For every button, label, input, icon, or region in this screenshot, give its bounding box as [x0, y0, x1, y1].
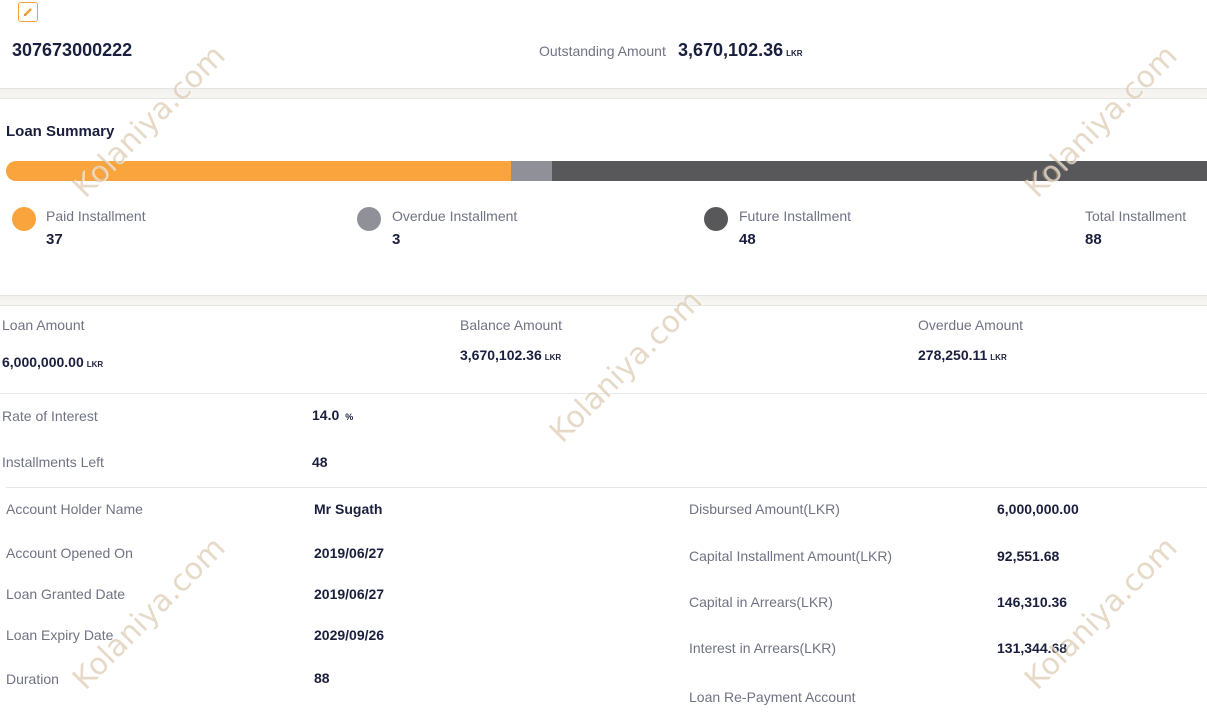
rate-of-interest: 14.0%	[312, 407, 353, 425]
interest-in-arrears-value: 131,344.68	[997, 640, 1068, 656]
section-divider	[0, 295, 1207, 306]
edit-button[interactable]	[18, 2, 38, 22]
installments-left-label: Installments Left	[2, 454, 104, 470]
balance-amount: 3,670,102.36 LKR	[460, 347, 561, 365]
paid-dot	[12, 207, 36, 231]
currency-label: LKR	[990, 353, 1007, 362]
loan-amount-label: Loan Amount	[2, 317, 85, 333]
outstanding-value: 3,670,102.36	[678, 40, 784, 60]
account-holder-name-label: Account Holder Name	[6, 501, 143, 517]
legend-value-overdue: 3	[392, 231, 401, 248]
overdue-dot	[357, 207, 381, 231]
installments-left-value: 48	[312, 454, 328, 470]
account-number: 307673000222	[12, 40, 133, 60]
capital-installment-amount-value: 92,551.68	[997, 548, 1060, 564]
overdue-amount-label: Overdue Amount	[918, 317, 1024, 333]
loan-repayment-account-label: Loan Re-Payment Account	[689, 689, 856, 705]
disbursed-amount-label: Disbursed Amount(LKR)	[689, 501, 840, 517]
legend-label-paid: Paid Installment	[46, 208, 146, 224]
duration-value: 88	[314, 670, 330, 686]
section-divider	[0, 88, 1207, 99]
legend-value-future: 48	[739, 231, 756, 248]
interest-in-arrears-label: Interest in Arrears(LKR)	[689, 640, 837, 656]
currency-label: LKR	[544, 353, 562, 362]
paid-segment	[6, 161, 511, 181]
outstanding-label: Outstanding Amount	[539, 43, 666, 59]
legend-label-total: Total Installment	[1085, 208, 1187, 224]
legend-value-paid: 37	[46, 231, 63, 248]
loan-granted-date-label: Loan Granted Date	[6, 586, 126, 602]
account-opened-on-value: 2019/06/27	[314, 545, 385, 561]
capital-installment-amount-label: Capital Installment Amount(LKR)	[689, 548, 893, 564]
watermark: Kolaniya.com	[543, 283, 710, 450]
balance-amount-value: 3,670,102.36	[460, 347, 542, 363]
loan-granted-date-value: 2019/06/27	[314, 586, 385, 602]
rate-of-interest-value: 14.0	[312, 407, 340, 423]
legend-label-future: Future Installment	[739, 208, 852, 224]
installment-progress-bar	[6, 161, 1207, 181]
future-dot	[704, 207, 728, 231]
loan-amount: 6,000,000.00 LKR	[2, 354, 103, 372]
future-segment	[551, 161, 1207, 181]
loan-expiry-date-label: Loan Expiry Date	[6, 627, 114, 643]
currency-label: LKR	[786, 49, 803, 58]
loan-expiry-date-value: 2029/09/26	[314, 627, 385, 643]
capital-in-arrears-label: Capital in Arrears(LKR)	[689, 594, 833, 610]
legend-value-total: 88	[1085, 231, 1102, 248]
loan-amount-value: 6,000,000.00	[2, 354, 84, 370]
legend-label-overdue: Overdue Installment	[392, 208, 518, 224]
row-divider	[6, 487, 1207, 488]
overdue-amount: 278,250.11 LKR	[918, 347, 1007, 365]
account-holder-name-value: Mr Sugath	[314, 501, 383, 517]
row-divider	[0, 393, 1207, 394]
overdue-amount-value: 278,250.11	[918, 347, 988, 363]
outstanding-amount: 3,670,102.36 LKR	[678, 40, 803, 61]
rate-of-interest-label: Rate of Interest	[2, 408, 98, 424]
balance-amount-label: Balance Amount	[460, 317, 562, 333]
overdue-segment	[510, 161, 552, 181]
capital-in-arrears-value: 146,310.36	[997, 594, 1068, 610]
percent-unit: %	[345, 412, 354, 422]
pencil-icon	[24, 8, 32, 16]
account-opened-on-label: Account Opened On	[6, 545, 133, 561]
duration-label: Duration	[6, 671, 59, 687]
disbursed-amount-value: 6,000,000.00	[997, 501, 1079, 517]
currency-label: LKR	[86, 360, 104, 369]
loan-summary-title: Loan Summary	[6, 123, 115, 140]
